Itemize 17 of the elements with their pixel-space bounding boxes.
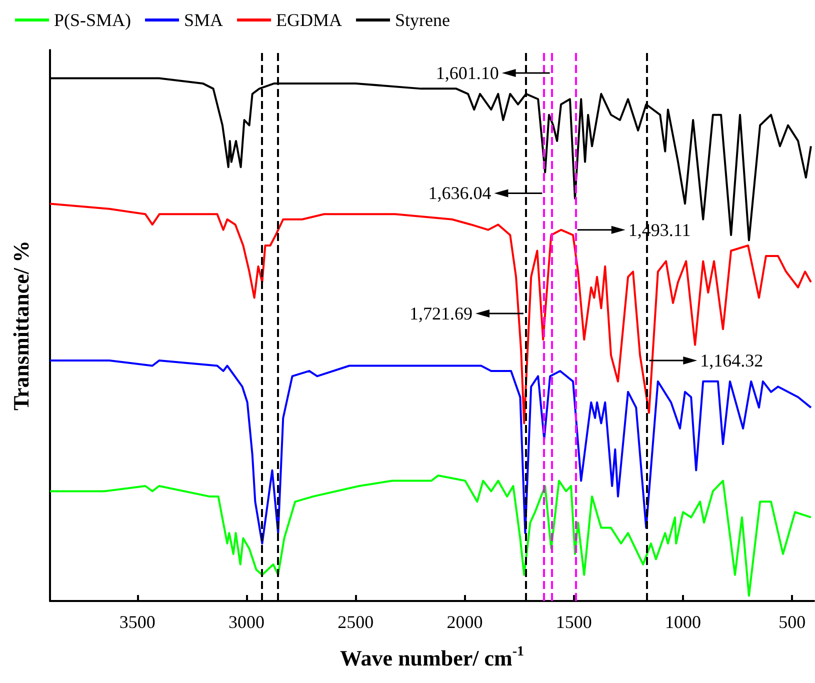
annotation: 1,636.04 — [428, 183, 492, 204]
annotation: 1,601.10 — [436, 63, 499, 83]
x-tick-label: 500 — [778, 612, 806, 632]
legend-label: SMA — [184, 10, 224, 30]
legend-label: P(S-SMA) — [54, 10, 132, 30]
x-tick-label: 3000 — [228, 612, 264, 632]
x-tick-label: 2500 — [338, 612, 374, 632]
annotation: 1,721.69 — [409, 303, 472, 324]
x-tick-label: 1500 — [556, 612, 592, 632]
annotation: 1,493.11 — [628, 220, 691, 240]
x-tick-label: 1000 — [665, 612, 702, 632]
legend-label: Styrene — [395, 10, 450, 30]
x-tick-label: 3500 — [119, 612, 156, 632]
legend-label: EGDMA — [276, 10, 342, 30]
x-tick-label: 2000 — [446, 612, 483, 632]
annotation: 1,164.32 — [700, 350, 764, 371]
y-axis-title: Transmittance/ % — [8, 240, 34, 411]
